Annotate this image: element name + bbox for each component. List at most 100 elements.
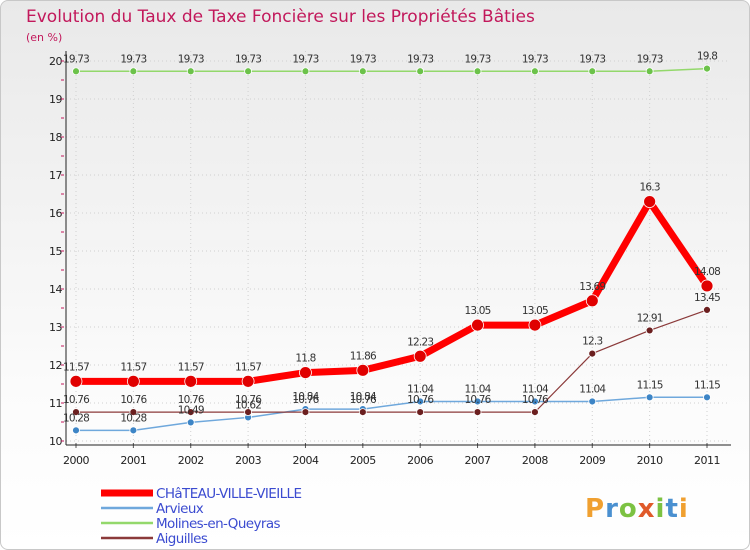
x-tick-label: 2007	[465, 454, 491, 467]
y-tick-label: 14	[49, 283, 62, 296]
data-point	[72, 67, 80, 76]
data-label: 10.84	[350, 391, 377, 403]
x-tick-label: 2011	[694, 454, 720, 467]
data-label: 13.69	[579, 281, 605, 293]
y-tick-label: 16	[49, 207, 62, 220]
legend-label: Molines-en-Queyras	[156, 516, 281, 532]
data-label: 11.04	[407, 383, 434, 395]
y-tick-label: 15	[49, 245, 62, 258]
data-label: 10.76	[465, 394, 492, 406]
x-tick-label: 2006	[407, 454, 433, 467]
data-label: 19.73	[235, 53, 261, 65]
logo-letter: i	[656, 494, 666, 524]
data-point	[358, 408, 367, 417]
y-tick-label: 12	[49, 359, 62, 372]
data-point	[129, 426, 138, 435]
data-label: 19.73	[63, 53, 89, 65]
series-line	[75, 67, 708, 73]
data-point	[473, 67, 482, 76]
series-line	[75, 309, 708, 413]
data-point	[645, 67, 654, 76]
data-point	[643, 195, 657, 209]
data-label: 12.23	[407, 336, 433, 348]
data-point	[473, 397, 482, 406]
data-label: 10.49	[178, 404, 204, 416]
data-label: 11.04	[465, 383, 492, 395]
data-label: 10.76	[350, 394, 377, 406]
y-tick-label: 10	[49, 435, 62, 448]
y-tick-label: 17	[49, 169, 62, 182]
data-label: 11.04	[522, 383, 549, 395]
x-tick-label: 2002	[178, 454, 204, 467]
x-tick-label: 2000	[63, 454, 89, 467]
data-label: 11.15	[694, 379, 720, 391]
data-label: 19.73	[407, 53, 433, 65]
data-point	[129, 408, 138, 417]
data-point	[703, 305, 711, 314]
data-point	[700, 279, 714, 293]
grid	[66, 51, 729, 449]
data-point	[184, 374, 198, 388]
series-line	[75, 396, 708, 432]
data-label: 19.73	[637, 53, 663, 65]
data-point	[241, 374, 255, 388]
data-label: 11.57	[63, 361, 89, 373]
x-tick-label: 2008	[522, 454, 548, 467]
proxiti-logo: Proxiti	[585, 494, 689, 524]
x-tick-label: 2003	[235, 454, 261, 467]
logo-letter: t	[665, 494, 678, 524]
data-label: 14.08	[694, 266, 720, 278]
data-point	[126, 374, 140, 388]
y-tick-label: 20	[49, 55, 62, 68]
logo-letter: P	[585, 494, 605, 524]
data-label: 10.76	[522, 394, 549, 406]
legend-label: Aiguilles	[156, 531, 208, 547]
data-label: 12.3	[582, 336, 602, 348]
logo-letter: r	[605, 494, 619, 524]
data-point	[416, 67, 425, 76]
series-layer	[69, 64, 714, 435]
chart-title: Evolution du Taux de Taxe Foncière sur l…	[26, 7, 535, 27]
y-tick-label: 13	[49, 321, 62, 334]
data-labels: 11.57 11.57 11.57 11.57 11.8 11.86 12.23 13.05 1…	[63, 51, 721, 425]
data-label: 10.84	[292, 391, 319, 403]
data-point	[186, 67, 195, 76]
data-label: 10.76	[235, 394, 262, 406]
data-point	[358, 67, 367, 76]
logo-letter: o	[619, 494, 638, 524]
data-point	[528, 318, 542, 332]
data-label: 19.73	[465, 53, 491, 65]
x-tick-label: 2009	[579, 454, 605, 467]
data-label: 11.57	[178, 361, 204, 373]
data-label: 13.05	[522, 305, 548, 317]
data-point	[69, 374, 83, 388]
data-label: 10.76	[292, 394, 319, 406]
data-point	[301, 408, 310, 417]
data-point	[531, 408, 539, 417]
logo-text: Proxiti	[585, 494, 689, 524]
data-point	[129, 67, 138, 76]
data-point	[416, 408, 425, 417]
data-point	[244, 408, 252, 417]
x-tick-label: 2010	[637, 454, 663, 467]
data-point	[531, 67, 539, 76]
data-label: 13.45	[694, 292, 720, 304]
data-point	[471, 318, 484, 332]
data-label: 16.3	[640, 182, 660, 194]
y-tick-label: 19	[49, 93, 62, 106]
data-point	[416, 397, 425, 406]
data-label: 19.73	[350, 53, 376, 65]
data-point	[703, 64, 711, 73]
data-label: 19.73	[579, 53, 605, 65]
data-point	[585, 294, 599, 308]
data-label: 11.86	[350, 350, 377, 362]
data-label: 10.76	[120, 394, 147, 406]
data-label: 11.04	[579, 383, 606, 395]
y-tick-label: 18	[49, 131, 62, 144]
data-label: 11.57	[235, 361, 261, 373]
data-point	[588, 397, 597, 406]
data-label: 10.28	[120, 412, 146, 424]
data-point	[356, 363, 370, 377]
